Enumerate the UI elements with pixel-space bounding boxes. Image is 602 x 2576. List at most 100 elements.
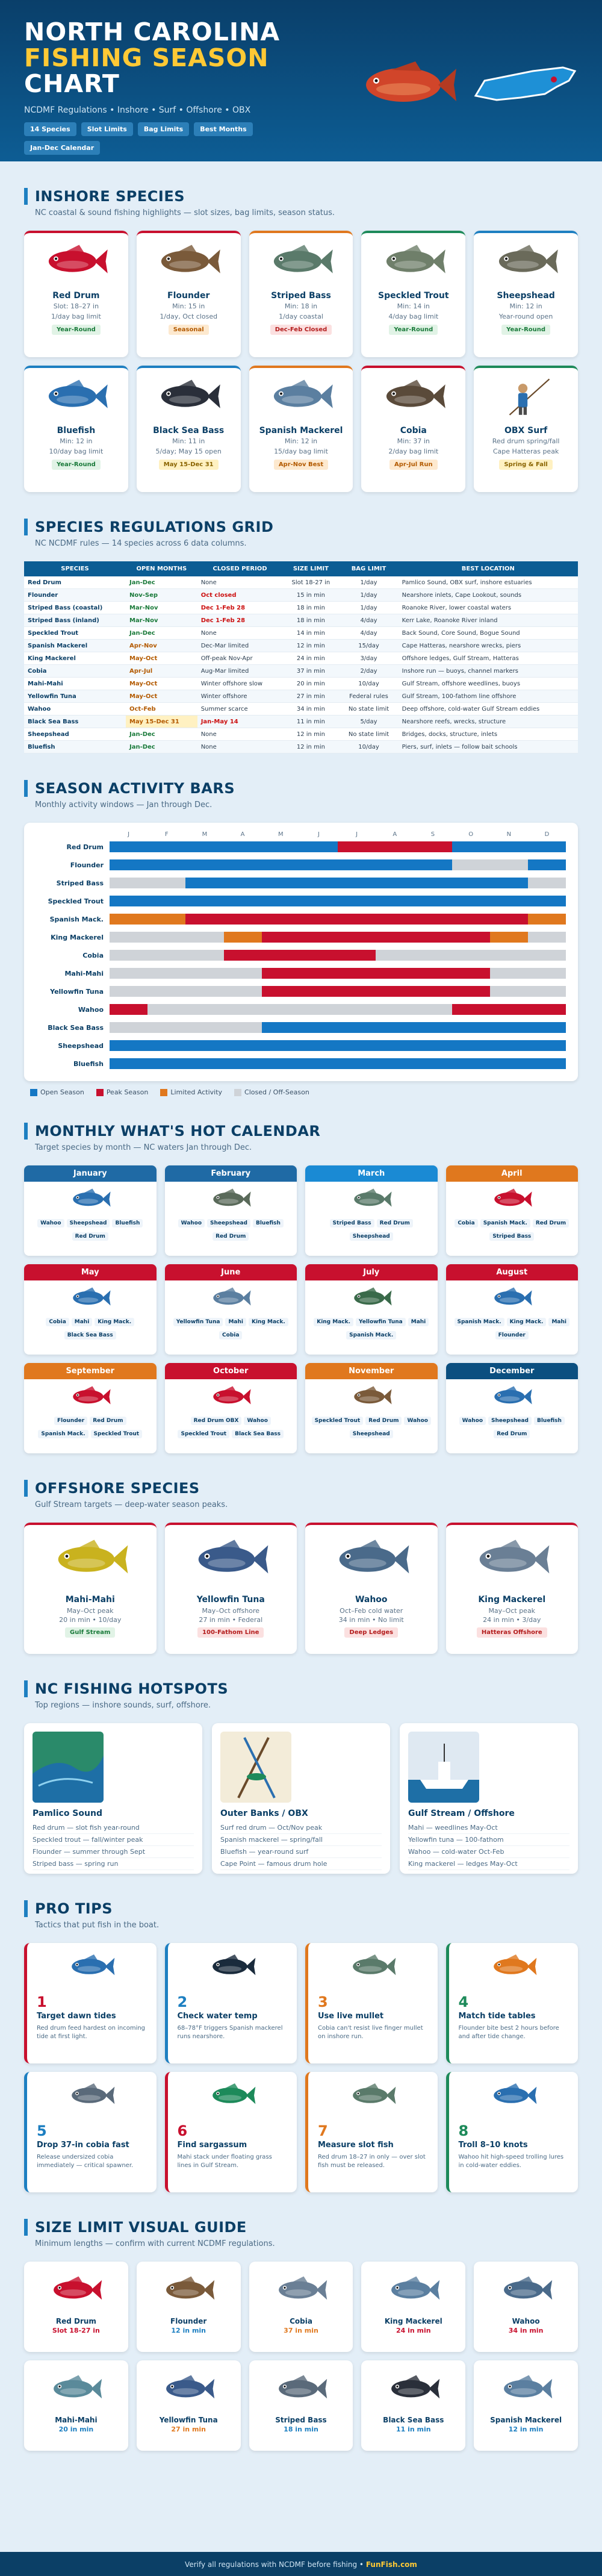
inshore-subtitle: NC coastal & sound fishing highlights — … xyxy=(35,208,335,217)
month-segment xyxy=(147,968,186,979)
month-segment xyxy=(223,1004,262,1015)
species-tag: Red Drum xyxy=(365,1417,402,1425)
month-segment xyxy=(527,859,566,870)
table-cell: Yellowfin Tuna xyxy=(24,690,126,703)
species-bag: 15/day bag limit xyxy=(274,448,328,455)
hero-badges: 14 Species Slot Limits Bag Limits Best Mont… xyxy=(24,122,313,155)
nc-map-icon xyxy=(474,66,577,101)
season-bars-section: SEASON ACTIVITY BARS Monthly activity wi… xyxy=(0,772,602,1114)
species-bag: Year-round open xyxy=(498,313,553,320)
month-segment xyxy=(110,932,148,943)
month-card: January Wahoo Sheepshead Bluefish Red Drum xyxy=(24,1165,157,1256)
tip-card: 5 Drop 37-in cobia fast Release undersized… xyxy=(24,2072,157,2192)
season-pill: Year-Round xyxy=(501,325,551,335)
month-segment xyxy=(489,896,528,906)
size-limit: 11 in min xyxy=(396,2425,431,2433)
month-card: March Striped Bass Red Drum Sheepshead xyxy=(305,1165,438,1256)
month-segment xyxy=(147,914,186,925)
hotspot-line: King mackerel — ledges May-Oct xyxy=(408,1858,569,1870)
legend-item: Closed / Off-Season xyxy=(234,1088,309,1096)
table-cell: Off-peak Nov-Apr xyxy=(197,652,283,665)
table-cell: Aug-Mar limited xyxy=(197,664,283,678)
table-cell: Speckled Trout xyxy=(24,626,126,640)
hero-badge: Best Months xyxy=(194,122,253,136)
size-species-name: Yellowfin Tuna xyxy=(159,2416,218,2424)
month-segment xyxy=(299,896,338,906)
species-card: OBX Surf Red drum spring/fall Cape Hattera… xyxy=(474,366,578,492)
species-card: Bluefish Min: 12 in 10/day bag limit Year-R… xyxy=(24,366,128,492)
tip-number: 4 xyxy=(458,1994,469,2010)
legend-swatch xyxy=(30,1089,37,1096)
season-pill: Year-Round xyxy=(51,460,101,470)
season-bar-row: Yellowfin Tuna xyxy=(31,982,566,1000)
table-row: Spanish Mackerel Apr-Nov Dec-Mar limited 12… xyxy=(24,639,578,652)
species-tag: Speckled Trout xyxy=(311,1417,364,1425)
hero-badge: Bag Limits xyxy=(137,122,190,136)
table-cell: 15 in min xyxy=(282,588,340,602)
species-tag: Red Drum xyxy=(494,1430,530,1438)
month-segment xyxy=(299,1022,338,1033)
size-card: Flounder 12 in min xyxy=(136,2262,241,2352)
column-header: BEST LOCATION xyxy=(398,561,578,576)
month-header: December xyxy=(445,1363,578,1379)
month-tick: J xyxy=(317,831,320,838)
table-cell: Bridges, docks, structure, inlets xyxy=(398,728,578,741)
size-guide-section: SIZE LIMIT VISUAL GUIDE Minimum lengths … xyxy=(0,2210,602,2469)
month-tick: J xyxy=(128,831,130,838)
footer-brand-link[interactable]: FunFish.com xyxy=(365,2560,417,2569)
tip-text: Cobia can't resist live finger mullet on… xyxy=(318,2025,423,2040)
table-cell: Oct closed xyxy=(197,588,283,602)
month-segment xyxy=(527,841,566,852)
month-segment xyxy=(110,950,148,961)
season-bar-label: Spanish Mack. xyxy=(49,915,104,923)
month-segment xyxy=(185,1040,224,1051)
hotspots-title: NC FISHING HOTSPOTS xyxy=(24,1680,578,1697)
species-card: Black Sea Bass Min: 11 in 5/day; May 15 op… xyxy=(136,366,241,492)
month-segment xyxy=(489,914,528,925)
table-row: Red Drum Jan-Dec None Slot 18-27 in 1/day Pam… xyxy=(24,576,578,589)
table-row: Sheepshead Jan-Dec None 12 in min No state l… xyxy=(24,728,578,741)
month-segment xyxy=(185,968,224,979)
offshore-fish-icon xyxy=(310,1536,433,1585)
month-segment xyxy=(489,878,528,888)
season-bar-track xyxy=(110,841,566,852)
month-fish-icon xyxy=(446,1182,579,1214)
month-segment xyxy=(376,986,414,997)
month-segment xyxy=(299,986,338,997)
month-segment xyxy=(261,1040,300,1051)
tip-card: 1 Target dawn tides Red drum feed hardest … xyxy=(24,1943,157,2063)
table-cell: Cobia xyxy=(24,664,126,678)
table-cell: Red Drum xyxy=(24,576,126,589)
table-cell: Black Sea Bass xyxy=(24,715,126,728)
species-bag: 1/day, Oct closed xyxy=(160,313,218,320)
species-size: Min: 18 in xyxy=(284,302,318,310)
offshore-season: May–Oct offshore xyxy=(202,1607,260,1615)
season-bars-subtitle: Monthly activity windows — Jan through D… xyxy=(35,800,213,809)
species-tag: Yellowfin Tuna xyxy=(356,1318,406,1326)
hotspot-cards: Pamlico Sound Red drum — slot fish year-r… xyxy=(24,1723,578,1874)
table-cell: Jan-Dec xyxy=(125,576,197,589)
size-card: Yellowfin Tuna 27 in min xyxy=(136,2360,241,2451)
month-segment xyxy=(414,878,452,888)
tip-icon xyxy=(459,1951,569,1994)
regulations-section: SPECIES REGULATIONS GRID NC NCDMF rules … xyxy=(0,510,602,772)
month-segment xyxy=(110,986,148,997)
month-segment xyxy=(147,986,186,997)
month-segment xyxy=(299,968,338,979)
table-cell: No state limit xyxy=(339,702,399,716)
month-segment xyxy=(110,896,148,906)
inshore-section: INSHORE SPECIES NC coastal & sound fishi… xyxy=(0,161,602,510)
table-cell: Gulf Stream, offshore weedlines, buoys xyxy=(398,677,578,690)
species-bag: 10/day bag limit xyxy=(49,448,104,455)
season-bar-row: Cobia xyxy=(31,946,566,964)
species-tag: Striped Bass xyxy=(489,1232,535,1241)
season-pill: Apr-Jul Run xyxy=(389,460,438,470)
month-segment xyxy=(338,914,376,925)
tip-text: Mahi stack under floating grass lines in… xyxy=(177,2154,272,2169)
table-cell: Wahoo xyxy=(24,702,126,716)
table-cell: Roanoke River, lower coastal waters xyxy=(398,601,578,614)
month-segment xyxy=(527,1004,566,1015)
species-tag: King Mack. xyxy=(506,1318,547,1326)
table-cell: 14 in min xyxy=(282,626,340,640)
table-cell: None xyxy=(197,576,283,589)
